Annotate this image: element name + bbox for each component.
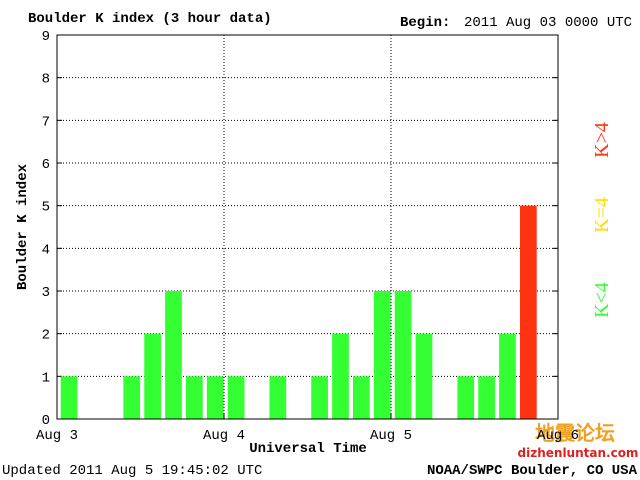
legend-entry: K=4 [591,197,613,233]
updated: Updated 2011 Aug 5 19:45:02 UTC [2,463,262,479]
bar [123,376,141,419]
x-tick-label: Aug 4 [203,428,245,444]
bar [186,376,203,419]
bar [499,333,516,419]
bar [60,376,78,419]
bar [144,333,161,419]
x-tick-label: Aug 5 [370,428,412,444]
watermark: 地震论坛 [535,421,615,445]
bar [415,333,433,419]
y-tick-label: 4 [42,242,50,258]
y-tick-label: 0 [42,413,50,429]
plot-frame [56,34,559,420]
legend-entry: K>4 [591,122,613,158]
y-tick-label: 9 [42,29,50,45]
y-tick-label: 8 [42,72,50,88]
y-tick-label: 7 [42,114,50,130]
begin-date: 2011 Aug 03 0000 UTC [464,15,632,31]
y-axis-label: Boulder K index [15,163,31,290]
bar [332,333,349,419]
legend-entry: K<4 [591,282,613,318]
y-tick-label: 5 [42,200,50,216]
bar [478,376,495,419]
bar [227,376,245,419]
bar [311,376,328,419]
bar [165,291,182,419]
bar [457,376,475,419]
bar [373,291,391,419]
y-tick-label: 1 [42,370,50,386]
watermark-url: dizhenluntan.com [518,446,639,460]
bar [353,376,370,419]
begin-label: Begin: [400,15,450,31]
bar [206,376,224,419]
chart-title: Boulder K index (3 hour data) [28,11,272,27]
x-axis-label: Universal Time [249,441,367,457]
source: NOAA/SWPC Boulder, CO USA [427,463,638,479]
bar [394,291,412,419]
x-tick-label: Aug 6 [537,428,579,444]
y-tick-label: 6 [42,157,50,173]
bar [520,205,537,419]
bar [269,376,287,419]
y-tick-label: 3 [42,285,50,301]
y-tick-label: 2 [42,328,50,344]
x-tick-label: Aug 3 [36,428,78,444]
